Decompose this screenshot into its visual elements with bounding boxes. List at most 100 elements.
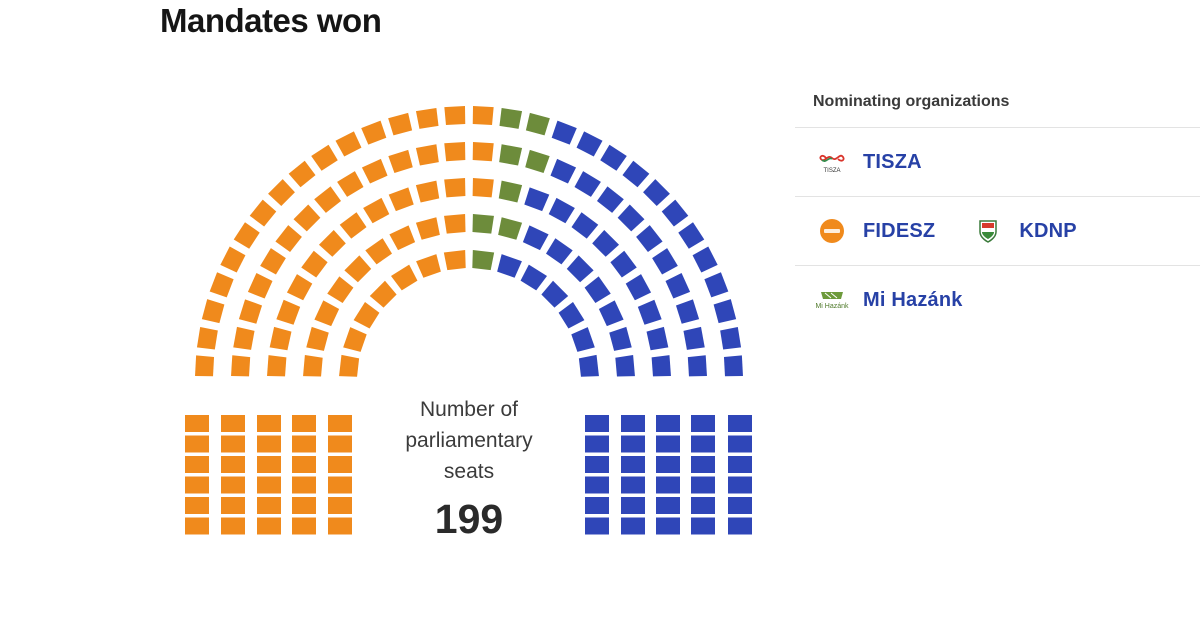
seat-tisza: [692, 246, 718, 273]
legend: Nominating organizations TISZA TISZA FID…: [795, 80, 1200, 334]
seat-tisza: [592, 229, 620, 257]
seat-tisza: [558, 301, 585, 329]
seat-mi-hazank: [498, 217, 523, 240]
seat-fidesz: [221, 497, 245, 514]
seat-tisza: [610, 250, 637, 278]
legend-row-fidesz-kdnp: FIDESZ KDNP: [795, 197, 1200, 266]
seat-fidesz: [233, 222, 260, 249]
seat-fidesz: [292, 517, 316, 535]
party-name: TISZA: [863, 150, 922, 173]
seat-fidesz: [361, 120, 387, 145]
center-label: Number of parliamentary seats: [405, 398, 533, 483]
seat-fidesz: [388, 187, 414, 212]
seat-mi-hazank: [525, 112, 550, 136]
seat-fidesz: [339, 212, 367, 239]
seat-fidesz: [275, 225, 302, 253]
seat-tisza: [625, 274, 652, 301]
legend-item-kdnp[interactable]: KDNP: [971, 219, 1077, 243]
seat-tisza: [656, 517, 680, 535]
seat-fidesz: [288, 160, 316, 188]
seat-fidesz: [337, 171, 364, 197]
seat-fidesz: [328, 517, 352, 535]
seat-tisza: [691, 435, 715, 453]
seat-fidesz: [292, 497, 316, 514]
seat-tisza: [656, 497, 680, 514]
seat-fidesz: [260, 248, 286, 275]
seat-tisza: [691, 497, 715, 514]
seat-fidesz: [185, 415, 209, 432]
seat-fidesz: [390, 264, 418, 291]
seat-tisza: [621, 497, 645, 514]
seat-fidesz: [220, 246, 246, 273]
legend-item-fidesz[interactable]: FIDESZ: [815, 219, 935, 243]
seat-fidesz: [231, 355, 251, 377]
seat-fidesz: [306, 326, 329, 351]
seat-mi-hazank: [499, 107, 523, 129]
seat-tisza: [548, 197, 575, 224]
seat-tisza: [728, 517, 752, 535]
seat-fidesz: [292, 415, 316, 432]
seat-tisza: [574, 171, 601, 197]
seat-fidesz: [369, 280, 397, 308]
seat-fidesz: [185, 456, 209, 473]
legend-row-mi-hazank: Mi Hazánk Mi Hazánk: [795, 266, 1200, 334]
seat-tisza: [691, 415, 715, 432]
legend-item-tisza[interactable]: TISZA TISZA: [815, 150, 922, 174]
seat-tisza: [651, 355, 671, 377]
seat-tisza: [656, 415, 680, 432]
seat-tisza: [728, 497, 752, 514]
seat-fidesz: [415, 217, 440, 240]
seat-tisza: [541, 280, 569, 308]
seat-fidesz: [365, 238, 392, 265]
seat-mi-hazank: [472, 250, 495, 271]
seat-fidesz: [185, 497, 209, 514]
seat-tisza: [643, 179, 670, 206]
legend-heading: Nominating organizations: [795, 80, 1200, 128]
seat-fidesz: [472, 142, 494, 162]
seat-tisza: [585, 497, 609, 514]
seat-tisza: [704, 272, 729, 298]
seat-fidesz: [267, 355, 287, 377]
legend-item-mi-hazank[interactable]: Mi Hazánk Mi Hazánk: [815, 288, 963, 312]
seat-fidesz: [257, 456, 281, 473]
seat-fidesz: [444, 142, 466, 162]
seat-tisza: [585, 415, 609, 432]
kdnp-shield-icon: [971, 219, 1005, 243]
seat-fidesz: [415, 107, 439, 129]
seat-fidesz: [353, 301, 380, 329]
seat-tisza: [691, 456, 715, 473]
seat-tisza: [585, 435, 609, 453]
seat-tisza: [550, 158, 577, 184]
seat-tisza: [600, 144, 627, 171]
parliament-seat-chart: [185, 106, 752, 535]
seat-tisza: [576, 131, 603, 157]
seat-tisza: [728, 476, 752, 494]
seat-tisza: [621, 517, 645, 535]
seat-tisza: [609, 326, 632, 351]
seat-fidesz: [314, 186, 342, 213]
seat-fidesz: [314, 300, 340, 327]
seat-tisza: [585, 456, 609, 473]
seat-fidesz: [293, 204, 321, 232]
seat-tisza: [585, 476, 609, 494]
seat-fidesz: [221, 456, 245, 473]
seat-tisza: [728, 435, 752, 453]
svg-text:TISZA: TISZA: [823, 168, 840, 173]
seat-fidesz: [301, 250, 328, 278]
seat-tisza: [497, 254, 522, 278]
seat-tisza: [687, 355, 707, 377]
seat-fidesz: [269, 326, 292, 351]
seat-fidesz: [363, 197, 390, 224]
seat-tisza: [520, 264, 548, 291]
mi-hazank-logo-icon: Mi Hazánk: [815, 288, 849, 312]
seat-tisza: [683, 326, 705, 350]
seat-fidesz: [238, 299, 263, 324]
svg-text:Mi Hazánk: Mi Hazánk: [815, 303, 849, 310]
seat-tisza: [522, 225, 549, 251]
seat-tisza: [571, 327, 595, 352]
seat-fidesz: [328, 497, 352, 514]
seat-fidesz: [361, 158, 388, 184]
seat-tisza: [551, 120, 577, 145]
seat-fidesz: [257, 415, 281, 432]
seat-tisza: [615, 355, 635, 377]
